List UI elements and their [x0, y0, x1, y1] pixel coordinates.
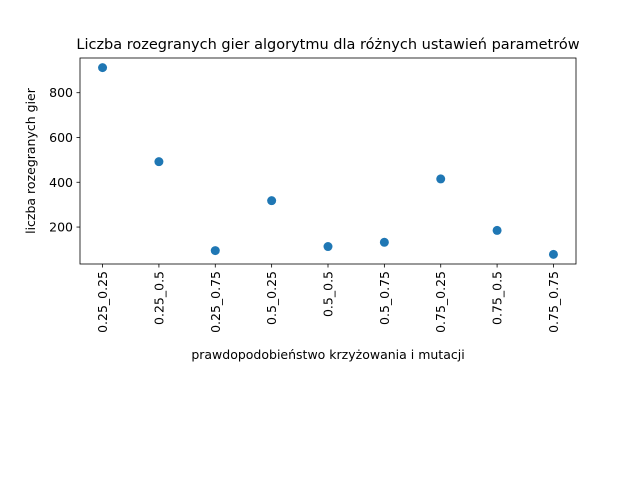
x-tick-label: 0.5_0.25 — [264, 271, 279, 325]
data-point — [210, 246, 220, 256]
x-tick-label: 0.5_0.75 — [377, 271, 392, 325]
x-tick-label: 0.25_0.75 — [208, 271, 223, 333]
data-point — [379, 237, 389, 247]
data-point — [492, 225, 502, 235]
x-tick-label: 0.75_0.75 — [546, 271, 561, 333]
x-tick-label: 0.25_0.5 — [151, 271, 166, 325]
y-axis-label: liczba rozegranych gier — [23, 87, 38, 234]
x-tick-label: 0.75_0.5 — [490, 271, 505, 325]
y-tick-label: 600 — [49, 130, 73, 145]
data-point — [436, 174, 446, 184]
plot-area: 200 400 600 800 0.25_0.25 0.25_0.5 0.25_0.75 0.… — [49, 57, 577, 333]
data-point — [98, 63, 108, 73]
x-tick-label: 0.25_0.25 — [95, 271, 110, 333]
x-axis-label: prawdopodobieństwo krzyżowania i mutacji — [191, 347, 464, 362]
data-point — [548, 249, 558, 259]
data-point — [154, 157, 164, 167]
x-tick-label: 0.75_0.25 — [433, 271, 448, 333]
data-point — [323, 242, 333, 252]
y-tick-label: 400 — [49, 175, 73, 190]
x-tick-label: 0.5_0.5 — [321, 271, 336, 317]
plot-frame — [79, 57, 577, 265]
y-tick-label: 200 — [49, 220, 73, 235]
chart-title: Liczba rozegranych gier algorytmu dla ró… — [76, 37, 579, 53]
data-point — [267, 196, 277, 206]
y-tick-label: 800 — [49, 85, 73, 100]
